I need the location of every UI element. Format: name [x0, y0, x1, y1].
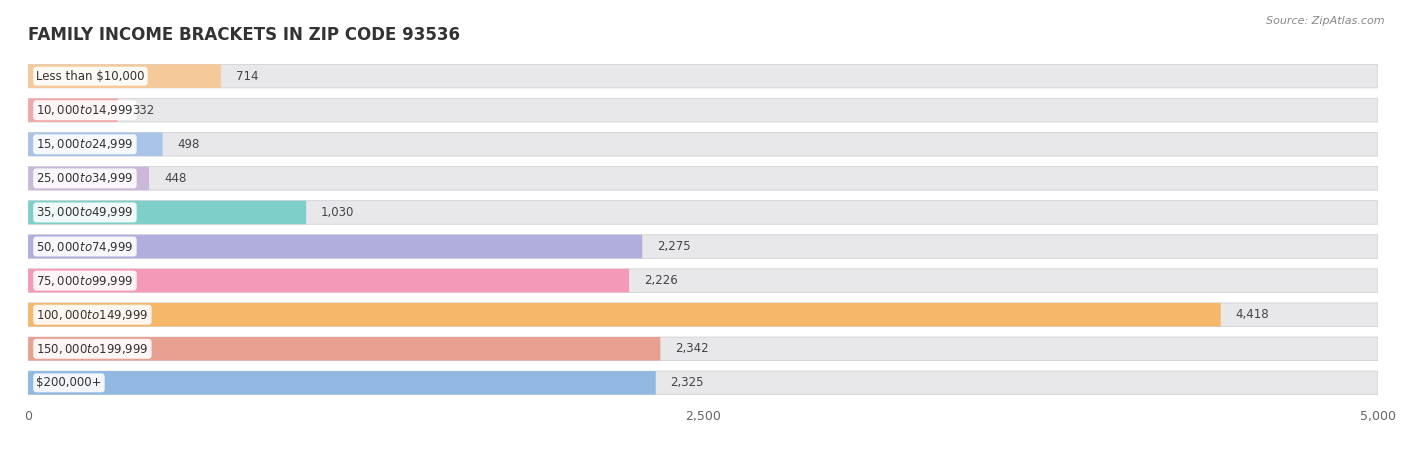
Text: $75,000 to $99,999: $75,000 to $99,999: [37, 274, 134, 288]
Text: $50,000 to $74,999: $50,000 to $74,999: [37, 239, 134, 253]
FancyBboxPatch shape: [28, 269, 628, 292]
FancyBboxPatch shape: [28, 99, 118, 122]
Text: 2,325: 2,325: [671, 376, 704, 389]
Text: $15,000 to $24,999: $15,000 to $24,999: [37, 137, 134, 151]
Text: 498: 498: [177, 138, 200, 151]
FancyBboxPatch shape: [28, 64, 221, 88]
Text: Source: ZipAtlas.com: Source: ZipAtlas.com: [1267, 16, 1385, 26]
FancyBboxPatch shape: [28, 337, 1378, 360]
Text: 332: 332: [132, 104, 155, 117]
Text: $200,000+: $200,000+: [37, 376, 101, 389]
FancyBboxPatch shape: [28, 201, 1378, 224]
FancyBboxPatch shape: [28, 337, 661, 360]
FancyBboxPatch shape: [28, 99, 1378, 122]
Text: $150,000 to $199,999: $150,000 to $199,999: [37, 342, 149, 356]
Text: 2,342: 2,342: [675, 342, 709, 355]
FancyBboxPatch shape: [28, 201, 307, 224]
FancyBboxPatch shape: [28, 371, 655, 395]
Text: Less than $10,000: Less than $10,000: [37, 70, 145, 83]
FancyBboxPatch shape: [28, 303, 1378, 326]
FancyBboxPatch shape: [28, 371, 1378, 395]
FancyBboxPatch shape: [28, 269, 1378, 292]
FancyBboxPatch shape: [28, 133, 163, 156]
Text: $10,000 to $14,999: $10,000 to $14,999: [37, 103, 134, 117]
Text: 4,418: 4,418: [1236, 308, 1270, 321]
Text: $100,000 to $149,999: $100,000 to $149,999: [37, 308, 149, 322]
FancyBboxPatch shape: [28, 303, 1220, 326]
Text: 714: 714: [236, 70, 259, 83]
FancyBboxPatch shape: [28, 64, 1378, 88]
Text: 1,030: 1,030: [321, 206, 354, 219]
Text: FAMILY INCOME BRACKETS IN ZIP CODE 93536: FAMILY INCOME BRACKETS IN ZIP CODE 93536: [28, 26, 460, 44]
Text: $25,000 to $34,999: $25,000 to $34,999: [37, 171, 134, 185]
Text: $35,000 to $49,999: $35,000 to $49,999: [37, 206, 134, 220]
FancyBboxPatch shape: [28, 133, 1378, 156]
Text: 2,275: 2,275: [657, 240, 690, 253]
Text: 448: 448: [165, 172, 186, 185]
FancyBboxPatch shape: [28, 166, 149, 190]
FancyBboxPatch shape: [28, 166, 1378, 190]
FancyBboxPatch shape: [28, 235, 1378, 258]
FancyBboxPatch shape: [28, 235, 643, 258]
Text: 2,226: 2,226: [644, 274, 678, 287]
